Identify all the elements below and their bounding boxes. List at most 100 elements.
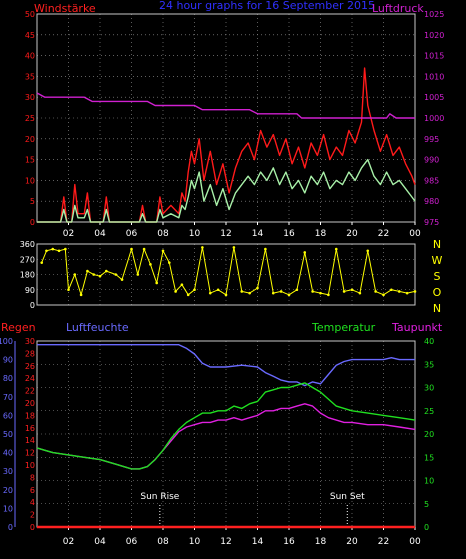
wind-direction-point: [105, 269, 108, 273]
climate-x-tick-label: 12: [220, 537, 231, 547]
compass-letter-n: N: [433, 302, 441, 315]
wind-x-tick-label: 08: [157, 229, 169, 239]
wind-gust-line: [37, 67, 416, 223]
wind-direction-point: [67, 288, 70, 292]
humidity-y-tick-label: 10: [3, 504, 13, 513]
compass-letter-n: N: [433, 238, 441, 251]
sunset-label: Sun Set: [330, 492, 365, 502]
wind-direction-point: [382, 293, 385, 297]
climate-x-tick-label: 10: [189, 537, 201, 547]
temperature-line: [36, 382, 416, 470]
wind-direction-point: [180, 283, 184, 286]
wind-x-tick-label: 06: [126, 229, 138, 239]
climate-x-tick-label: 08: [157, 537, 169, 547]
humidity-y-tick-label: 60: [3, 411, 13, 420]
rain-y-tick-label: 18: [25, 411, 35, 420]
wind-y-tick-label: 5: [30, 197, 35, 206]
humidity-y-tick-label: 0: [8, 523, 13, 532]
wind-direction-point: [216, 288, 220, 292]
temperature-y-tick-label: 10: [424, 477, 434, 486]
wind-direction-point: [319, 291, 322, 295]
climate-x-tick-label: 06: [126, 537, 138, 547]
wind-direction-point: [264, 247, 267, 251]
wind-axis-title: Windstärke: [34, 2, 96, 15]
rain-y-tick-label: 16: [25, 424, 35, 433]
wind-direction-point: [279, 290, 283, 293]
pressure-y-tick-label: 995: [424, 135, 439, 144]
wind-y-tick-label: 15: [25, 156, 35, 165]
wind-direction-point: [174, 290, 177, 293]
wind-direction-point: [256, 286, 259, 290]
pressure-y-tick-label: 980: [424, 197, 439, 206]
wind-direction-point: [224, 293, 228, 297]
wind-direction-point: [149, 263, 152, 266]
wind-direction-point: [92, 273, 95, 276]
pressure-y-tick-label: 985: [424, 176, 439, 185]
wind-x-tick-label: 04: [94, 229, 106, 239]
wind-direction-point: [98, 274, 102, 278]
wind-direction-point: [136, 273, 140, 276]
wind-direction-point: [186, 293, 190, 297]
temperature-axis-title: Temperatur: [311, 321, 376, 334]
wind-y-tick-label: 45: [25, 31, 35, 40]
wind-direction-point: [413, 290, 417, 293]
climate-x-tick-label: 22: [378, 537, 389, 547]
wind-y-tick-label: 0: [30, 218, 35, 227]
wind-direction-point: [405, 291, 409, 295]
pressure-line: [36, 92, 415, 119]
climate-x-tick-label: 20: [346, 537, 358, 547]
wind-y-tick-label: 25: [25, 114, 35, 123]
wind-y-tick-label: 40: [25, 52, 35, 61]
pressure-y-tick-label: 1025: [424, 10, 444, 19]
wind-direction-point: [73, 273, 77, 276]
pressure-y-tick-label: 1015: [424, 52, 444, 61]
wind-y-tick-label: 35: [25, 72, 35, 81]
temperature-y-tick-label: 25: [424, 407, 434, 416]
humidity-y-tick-label: 30: [3, 467, 13, 476]
wind-direction-point: [295, 288, 299, 292]
wind-direction-point: [366, 249, 370, 253]
rain-axis-title: Regen: [1, 321, 36, 334]
humidity-y-tick-label: 80: [3, 374, 13, 383]
rain-y-tick-label: 22: [25, 387, 35, 396]
rain-y-tick-label: 12: [25, 449, 35, 458]
wind-y-tick-label: 10: [25, 176, 35, 185]
humidity-line: [37, 344, 415, 387]
temperature-y-tick-label: 15: [424, 453, 434, 462]
wind-direction-point: [240, 290, 244, 293]
sunrise-label: Sun Rise: [140, 492, 179, 502]
temperature-y-tick-label: 0: [424, 523, 429, 532]
humidity-y-tick-label: 70: [3, 393, 13, 402]
wind-direction-point: [193, 288, 196, 292]
wind-direction-point: [327, 293, 330, 297]
wind-direction-point: [201, 246, 204, 249]
wind-x-tick-label: 22: [378, 229, 389, 239]
wind-y-tick-label: 20: [25, 135, 35, 144]
rain-y-tick-label: 2: [30, 511, 35, 520]
wind-x-tick-label: 16: [283, 229, 295, 239]
wind-direction-point: [334, 247, 338, 251]
wind-speed-line: [37, 158, 416, 223]
wind-direction-point: [358, 291, 362, 295]
temperature-y-tick-label: 35: [424, 360, 434, 369]
wind-direction-point: [168, 261, 171, 264]
wind-direction-point: [303, 251, 307, 254]
humidity-y-tick-label: 50: [3, 430, 13, 439]
rain-y-tick-label: 8: [30, 473, 35, 482]
rain-y-tick-label: 26: [25, 362, 35, 371]
wind-direction-point: [155, 281, 158, 285]
humidity-y-tick-label: 90: [3, 356, 13, 365]
wind-x-tick-label: 12: [220, 229, 231, 239]
wind-x-tick-label: 14: [252, 229, 264, 239]
temperature-y-tick-label: 40: [424, 337, 434, 346]
wind-direction-point: [114, 273, 118, 276]
wind-direction-point: [79, 293, 83, 297]
temperature-y-tick-label: 5: [424, 500, 429, 509]
pressure-y-tick-label: 990: [424, 156, 439, 165]
wind-direction-point: [271, 291, 275, 295]
direction-frame: [36, 243, 416, 306]
compass-letter-s: S: [434, 270, 441, 283]
